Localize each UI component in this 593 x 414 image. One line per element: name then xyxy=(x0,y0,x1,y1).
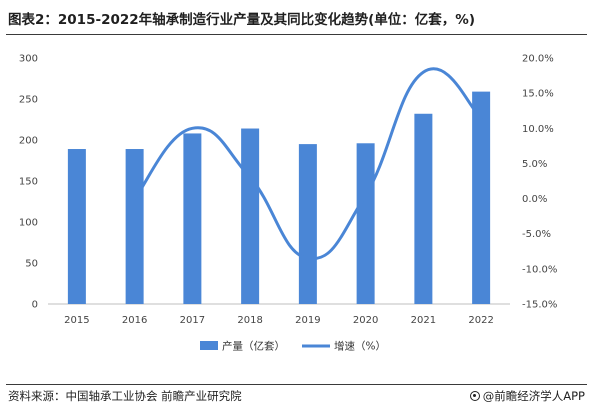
bar xyxy=(298,144,317,304)
bar xyxy=(356,143,375,304)
right-y-tick-label: 10.0% xyxy=(522,124,554,135)
bar xyxy=(125,149,144,304)
right-y-tick-label: 20.0% xyxy=(522,54,554,65)
growth-rate-line xyxy=(133,67,483,261)
chart-title: 图表2：2015-2022年轴承制造行业产量及其同比变化趋势(单位：亿套，%) xyxy=(8,12,476,28)
left-y-tick-label: 150 xyxy=(19,177,38,188)
bar xyxy=(472,91,491,305)
bar xyxy=(67,149,86,304)
right-y-tick-label: -5.0% xyxy=(522,229,551,240)
left-y-tick-label: 250 xyxy=(19,95,38,106)
brand-credit: @前瞻经济学人APP xyxy=(469,388,585,404)
brand-text: @前瞻经济学人APP xyxy=(482,389,585,403)
x-tick-label: 2022 xyxy=(468,315,493,326)
right-y-tick-label: -15.0% xyxy=(522,300,557,311)
left-y-tick-label: 200 xyxy=(19,136,38,147)
legend-label-bar: 产量（亿套） xyxy=(222,340,285,353)
footer-divider xyxy=(6,384,587,385)
x-tick-label: 2020 xyxy=(353,315,378,326)
legend-swatch-bar xyxy=(200,341,218,350)
left-y-tick-label: 300 xyxy=(19,54,38,65)
x-tick-label: 2018 xyxy=(237,315,262,326)
axes-layer: 0 50 100 150 200 250 300 -15.0% -10.0% -5.0% 0.0% 5… xyxy=(19,54,557,327)
right-y-tick-label: -10.0% xyxy=(522,264,557,275)
x-tick-label: 2015 xyxy=(64,315,89,326)
legend: 产量（亿套） 增速（%） xyxy=(200,340,386,353)
title-divider xyxy=(6,34,587,35)
right-y-tick-label: 5.0% xyxy=(522,159,547,170)
right-y-tick-label: 15.0% xyxy=(522,89,554,100)
legend-label-line: 增速（%） xyxy=(334,340,386,353)
x-tick-label: 2019 xyxy=(295,315,320,326)
left-y-tick-label: 50 xyxy=(25,259,38,270)
left-y-tick-label: 0 xyxy=(32,300,38,311)
bar xyxy=(183,133,202,304)
x-tick-label: 2021 xyxy=(411,315,436,326)
bar xyxy=(414,113,433,304)
bar xyxy=(241,128,260,304)
x-tick-label: 2017 xyxy=(180,315,205,326)
x-tick-label: 2016 xyxy=(122,315,147,326)
brand-logo-icon xyxy=(469,391,480,401)
bars-layer xyxy=(67,91,491,305)
left-y-tick-label: 100 xyxy=(19,218,38,229)
line-layer xyxy=(133,67,483,261)
right-y-tick-label: 0.0% xyxy=(522,194,547,205)
source-note: 资料来源：中国轴承工业协会 前瞻产业研究院 xyxy=(8,389,242,403)
